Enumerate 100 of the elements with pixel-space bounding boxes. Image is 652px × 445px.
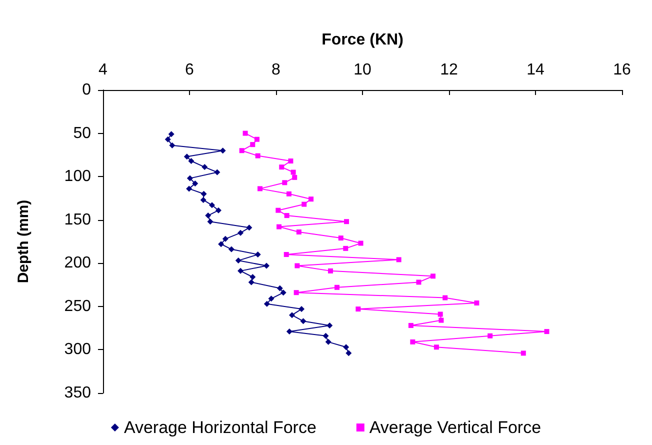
point: [416, 280, 422, 285]
point: [268, 296, 274, 302]
x-tick-label: 16: [613, 62, 631, 78]
point: [255, 153, 260, 158]
point: [168, 131, 174, 138]
point: [442, 295, 448, 300]
point: [164, 136, 171, 142]
point: [242, 130, 248, 136]
point: [276, 208, 281, 213]
point: [200, 190, 207, 197]
y-tick-label: 350: [64, 384, 92, 402]
point: [263, 262, 270, 269]
point: [290, 170, 296, 175]
point: [288, 158, 294, 164]
point: [343, 246, 348, 251]
point: [192, 180, 198, 186]
point: [205, 212, 212, 219]
point: [250, 142, 256, 148]
point: [326, 322, 333, 328]
y-tick-label: 100: [64, 168, 92, 186]
point: [276, 285, 283, 292]
y-tick-label: 250: [64, 298, 92, 315]
point: [298, 306, 305, 312]
x-tick-label: 10: [354, 62, 372, 78]
point: [246, 224, 252, 231]
point: [294, 290, 299, 296]
x-tick-label: 6: [185, 62, 194, 78]
y-tick-label: 300: [64, 341, 92, 358]
point: [488, 333, 493, 338]
point: [292, 174, 298, 180]
point: [276, 224, 282, 230]
point: [474, 300, 480, 306]
point: [186, 175, 193, 182]
x-axis-title: Force (KN): [322, 32, 404, 48]
point: [222, 236, 228, 242]
point: [254, 251, 261, 258]
point: [289, 312, 296, 318]
point: [184, 154, 190, 160]
point: [544, 329, 550, 334]
point: [286, 191, 292, 196]
point: [207, 218, 214, 225]
point: [430, 274, 436, 279]
point: [410, 339, 416, 344]
x-tick-label: 14: [526, 62, 544, 78]
point: [238, 268, 244, 274]
point: [302, 202, 307, 207]
point: [208, 202, 215, 208]
point: [215, 207, 222, 214]
point: [294, 263, 300, 268]
point: [328, 268, 333, 274]
legend-label: Average Vertical Force: [369, 418, 542, 437]
point: [334, 284, 340, 290]
y-tick-label: 200: [64, 254, 92, 272]
point: [239, 148, 244, 154]
legend-label: Average Horizontal Force: [124, 418, 316, 437]
point: [300, 318, 306, 324]
point: [280, 290, 286, 296]
point: [235, 258, 242, 264]
x-tick-label: 12: [440, 62, 458, 78]
point: [308, 196, 314, 202]
point: [228, 246, 234, 252]
point: [284, 213, 290, 218]
y-tick-label: 150: [64, 211, 92, 228]
point: [169, 142, 176, 148]
point: [438, 312, 443, 317]
point: [264, 300, 270, 307]
point: [186, 186, 192, 192]
point: [254, 136, 260, 142]
point: [286, 328, 292, 335]
point: [188, 158, 194, 164]
point: [250, 274, 256, 280]
point: [322, 332, 329, 339]
y-axis-title: Depth (mm): [15, 200, 32, 284]
point: [356, 306, 361, 312]
point: [434, 344, 439, 350]
point: [408, 322, 414, 328]
point: [238, 230, 244, 236]
point: [214, 169, 220, 176]
point: [257, 186, 262, 192]
point: [284, 252, 289, 257]
point: [325, 338, 332, 345]
x-tick-label: 4: [98, 62, 108, 78]
point: [343, 344, 350, 350]
point: [346, 350, 352, 356]
y-tick-label: 50: [73, 124, 92, 142]
point: [248, 279, 254, 286]
point: [520, 350, 526, 356]
point: [279, 164, 284, 170]
point: [296, 229, 302, 234]
point: [438, 318, 444, 323]
x-tick-label: 8: [272, 62, 281, 78]
point: [218, 241, 224, 248]
point: [344, 219, 349, 224]
point: [358, 240, 364, 246]
point: [200, 196, 206, 203]
point: [282, 180, 288, 186]
point: [396, 257, 402, 262]
point: [202, 164, 208, 170]
y-tick-label: 0: [82, 82, 92, 98]
point: [338, 236, 344, 241]
